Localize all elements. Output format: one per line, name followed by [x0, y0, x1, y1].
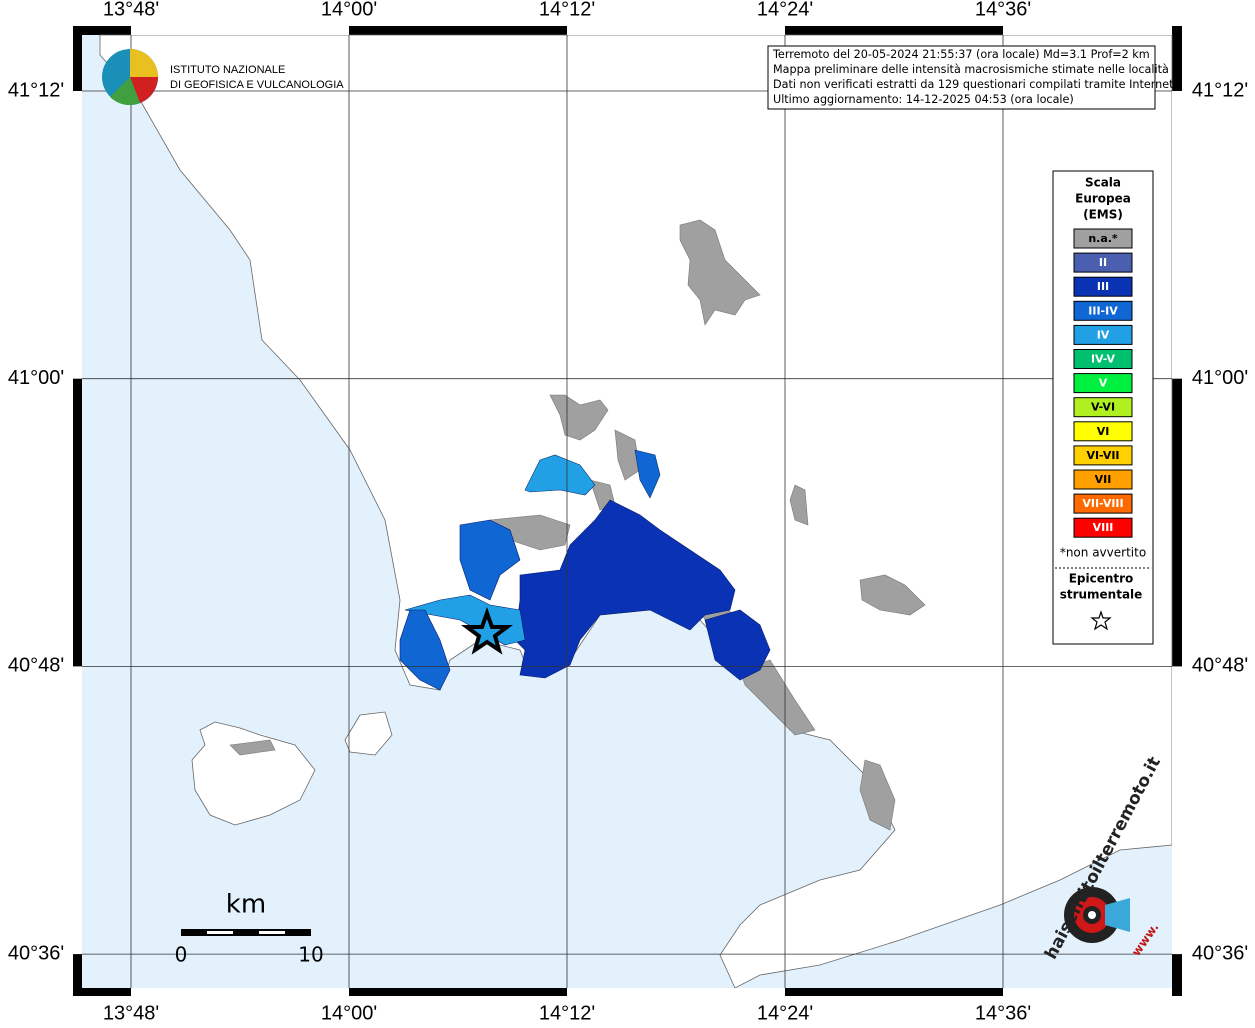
scale-unit: km: [226, 890, 266, 920]
lat-label: 40°36': [8, 942, 64, 964]
legend: ScalaEuropea(EMS)n.a.*IIIIIIII-IVIVIV-VV…: [1052, 170, 1154, 645]
info-line: Ultimo aggiornamento: 14-12-2025 04:53 (…: [773, 93, 1074, 106]
legend-title: Scala: [1085, 176, 1121, 190]
legend-swatch: [1073, 349, 1133, 369]
legend-label: II: [1099, 256, 1107, 269]
lon-label: 14°00': [321, 0, 377, 20]
intensity-areas: [229, 219, 926, 831]
lat-label: 40°48': [1192, 655, 1248, 677]
border-segment: [73, 91, 82, 379]
legend-swatch: [1073, 373, 1133, 394]
lon-label: 13°48': [103, 1002, 159, 1024]
scale-bar: km 0 10: [175, 890, 324, 967]
logo-text: DI GEOFISICA E VULCANOLOGIA: [170, 79, 344, 91]
lat-label: 41°00': [8, 367, 64, 389]
lat-label: 40°48': [8, 655, 64, 677]
border-segment: [131, 988, 349, 996]
lon-label: 13°48': [103, 0, 159, 20]
legend-label: IV: [1097, 328, 1110, 341]
legend-label: VII-VIII: [1082, 497, 1123, 510]
lat-label: 41°12': [1192, 79, 1248, 101]
lat-label: 41°12': [8, 79, 64, 101]
legend-epicenter: Epicentro: [1069, 572, 1134, 586]
legend-label: V: [1099, 377, 1108, 390]
coordinate-labels: 13°48' 13°48' 14°00' 14°00' 14°12' 14°12' 14°2…: [8, 0, 1248, 1024]
border-segment: [567, 26, 785, 35]
legend-label: n.a.*: [1088, 232, 1118, 245]
info-line: Terremoto del 20-05-2024 21:55:37 (ora l…: [772, 48, 1150, 61]
info-box: Terremoto del 20-05-2024 21:55:37 (ora l…: [767, 45, 1177, 110]
lon-label: 14°24': [757, 0, 813, 20]
legend-swatch: [1073, 517, 1133, 538]
epicenter-star: [461, 607, 513, 655]
lon-label: 14°36': [975, 1002, 1031, 1024]
legend-note: *non avvertito: [1060, 546, 1146, 560]
legend-swatch: [1073, 493, 1133, 514]
legend-title: (EMS): [1083, 208, 1123, 222]
border-segment: [1003, 988, 1172, 996]
lon-label: 14°12': [539, 0, 595, 20]
info-line: Dati non verificati estratti da 129 ques…: [773, 78, 1177, 91]
legend-swatch: [1073, 324, 1133, 345]
info-line: Mappa preliminare delle intensità macros…: [773, 63, 1169, 76]
legend-label: VIII: [1093, 521, 1114, 534]
scale-label: 0: [175, 943, 188, 967]
legend-label: III-IV: [1088, 304, 1118, 317]
legend-swatch: [1073, 300, 1133, 321]
border-segment: [73, 666, 82, 955]
border-segment: [1172, 666, 1182, 955]
legend-swatch: [1073, 469, 1133, 490]
lon-label: 14°24': [757, 1002, 813, 1024]
legend-title: Europea: [1075, 192, 1131, 206]
legend-label: VI: [1097, 425, 1110, 438]
border-segment: [1172, 91, 1182, 379]
border-segment: [131, 26, 349, 35]
legend-label: VII: [1095, 473, 1112, 486]
legend-label: V-VI: [1091, 401, 1115, 414]
border-segment: [567, 988, 785, 996]
legend-label: VI-VII: [1086, 449, 1119, 462]
lat-label: 40°36': [1192, 942, 1248, 964]
scale-label: 10: [298, 943, 323, 967]
legend-label: IV-V: [1091, 353, 1116, 366]
legend-swatch: [1073, 276, 1133, 297]
legend-star: [1090, 610, 1112, 631]
lon-label: 14°12': [539, 1002, 595, 1024]
legend-swatch: [1073, 228, 1133, 249]
lon-label: 14°00': [321, 1002, 377, 1024]
lon-label: 14°36': [975, 0, 1031, 20]
legend-label: III: [1097, 280, 1109, 293]
border-segment: [1003, 26, 1172, 35]
legend-swatch: [1073, 421, 1133, 442]
lat-label: 41°00': [1192, 367, 1248, 389]
legend-epicenter: strumentale: [1060, 588, 1143, 602]
logo: ISTITUTO NAZIONALE DI GEOFISICA E VULCAN…: [102, 49, 344, 106]
legend-swatch: [1073, 445, 1133, 466]
legend-swatch: [1073, 252, 1133, 273]
land: [99, 34, 1173, 989]
legend-swatch: [1073, 397, 1133, 418]
logo-text: ISTITUTO NAZIONALE: [170, 64, 285, 76]
